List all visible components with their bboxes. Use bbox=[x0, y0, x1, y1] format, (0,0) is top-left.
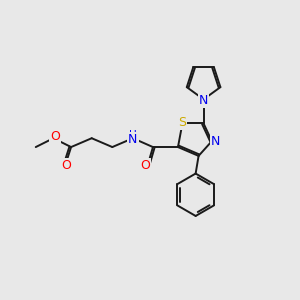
Text: S: S bbox=[178, 116, 186, 128]
Text: O: O bbox=[50, 130, 60, 143]
Text: O: O bbox=[140, 159, 150, 172]
Text: O: O bbox=[62, 159, 72, 172]
Text: N: N bbox=[128, 133, 138, 146]
Text: H: H bbox=[129, 130, 137, 140]
Text: N: N bbox=[211, 135, 220, 148]
Text: N: N bbox=[199, 94, 208, 107]
